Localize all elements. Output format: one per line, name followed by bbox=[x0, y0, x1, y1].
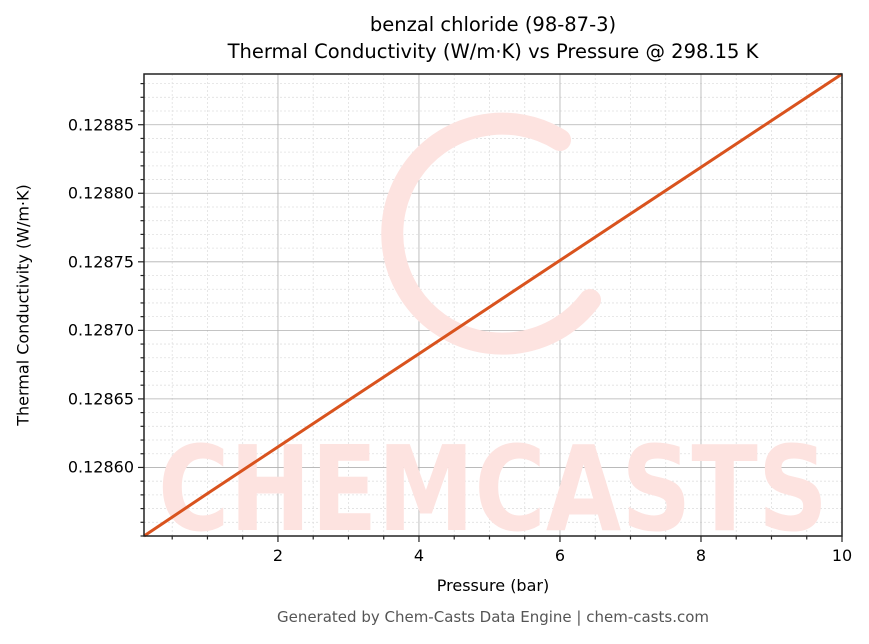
x-tick-label: 4 bbox=[413, 546, 425, 565]
y-tick-label: 0.12865 bbox=[67, 389, 134, 409]
x-tick-label: 8 bbox=[695, 546, 707, 565]
x-tick-label: 6 bbox=[554, 546, 566, 565]
y-axis-label: Thermal Conductivity (W/m·K) bbox=[13, 184, 33, 426]
data-series-line bbox=[143, 72, 843, 538]
minor-gridlines bbox=[144, 74, 842, 537]
y-tick-label: 0.12860 bbox=[67, 457, 134, 477]
y-tick-label: 0.12870 bbox=[67, 320, 134, 340]
x-tick-label: 2 bbox=[272, 546, 284, 565]
chart-title-compound: benzal chloride (98-87-3) bbox=[369, 13, 617, 36]
chemcasts-watermark: CHEMCASTS bbox=[158, 112, 828, 558]
x-axis-label: Pressure (bar) bbox=[436, 576, 550, 595]
major-gridlines bbox=[144, 74, 843, 536]
y-tick-label: 0.12885 bbox=[67, 115, 134, 135]
plot-frame bbox=[143, 73, 843, 537]
x-tick-label: 10 bbox=[831, 546, 853, 565]
y-tick-label: 0.12880 bbox=[67, 183, 134, 203]
y-tick-label: 0.12875 bbox=[67, 252, 134, 272]
chart-title-property: Thermal Conductivity (W/m·K) vs Pressure… bbox=[227, 40, 759, 63]
footer-credit: Generated by Chem-Casts Data Engine | ch… bbox=[276, 608, 710, 626]
svg-text:CHEMCASTS: CHEMCASTS bbox=[158, 420, 828, 558]
